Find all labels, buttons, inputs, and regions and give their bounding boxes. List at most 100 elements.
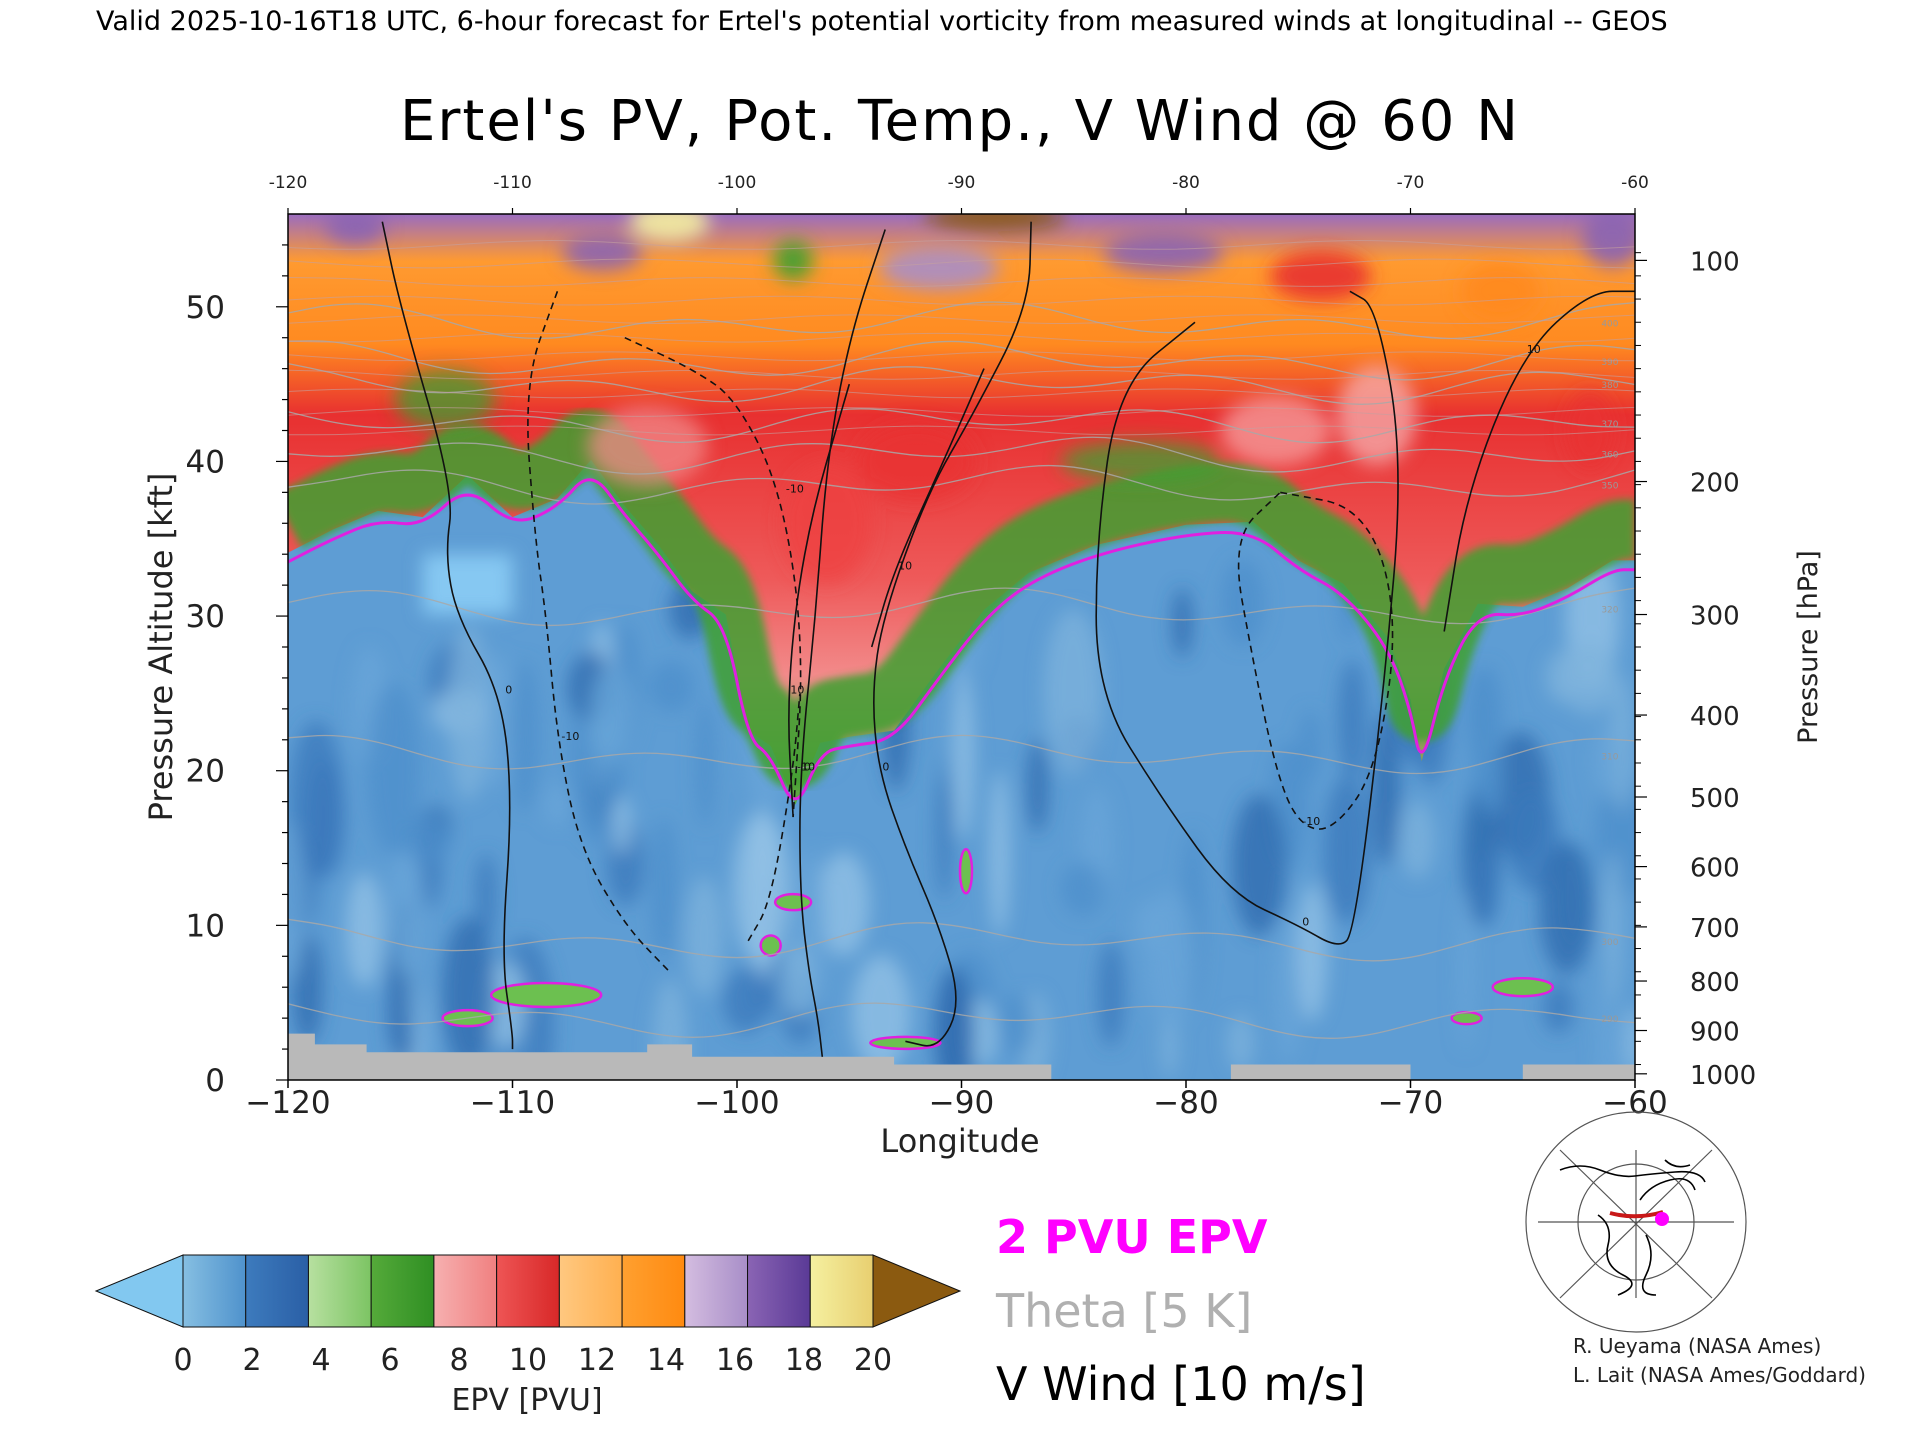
colorbar-band xyxy=(496,1254,560,1328)
inset-marker xyxy=(1655,1212,1669,1226)
x-tick-label: −70 xyxy=(1378,1085,1443,1121)
theta-contour-label: 310 xyxy=(1601,752,1618,762)
v-wind-contour-label: 10 xyxy=(898,560,912,573)
colorbar-tick-label: 0 xyxy=(173,1343,192,1378)
stratosphere-texture xyxy=(325,214,1635,584)
theta-contour xyxy=(288,388,1635,399)
v-wind-contour-label: 10 xyxy=(1527,343,1541,356)
theta-contour xyxy=(288,734,1635,775)
colorbar-band xyxy=(684,1254,749,1328)
x-axis-label: Longitude xyxy=(880,1122,1039,1160)
y-axis-left: 0 10 20 30 40 50 xyxy=(186,244,288,1099)
colorbar-tick-label: 14 xyxy=(647,1343,685,1378)
colorbar-band xyxy=(245,1254,309,1328)
colorbar-band xyxy=(370,1254,435,1328)
pv-anomaly xyxy=(759,934,782,957)
colorbar-band xyxy=(747,1254,811,1328)
colorbar-tick-label: 16 xyxy=(716,1343,754,1378)
pressure-tick-label: 900 xyxy=(1690,1018,1740,1048)
pv-green-band xyxy=(288,409,1635,788)
theta-contour xyxy=(288,408,1635,444)
colorbar-band xyxy=(558,1254,623,1328)
x-tick-label: −90 xyxy=(929,1085,994,1121)
legend-theta: Theta [5 K] xyxy=(995,1284,1252,1338)
colorbar-tick-label: 8 xyxy=(449,1343,468,1378)
y-axis-label-left: Pressure Altitude [kft] xyxy=(142,473,180,822)
theta-contour xyxy=(288,340,1635,381)
plot-area: 400 390 380 370 360 350 320 310 300 290 0 0 0 0 10 10 1… xyxy=(288,214,1635,1080)
theta-contour xyxy=(288,1002,1635,1039)
theta-contour xyxy=(288,362,1635,405)
x-top-tick-label: -100 xyxy=(718,173,757,193)
v-wind-contour xyxy=(527,291,671,973)
y-tick-label: 0 xyxy=(205,1063,225,1099)
theta-contour xyxy=(288,314,1635,325)
theta-contour xyxy=(288,406,1635,417)
colorbar-tick-label: 20 xyxy=(854,1343,892,1378)
pv-anomaly xyxy=(1491,976,1554,998)
theta-contour xyxy=(288,277,1635,287)
v-wind-contour xyxy=(870,368,985,648)
colorbar-band xyxy=(307,1254,372,1328)
theta-contour-label: 300 xyxy=(1601,938,1618,948)
v-wind-contour xyxy=(747,693,801,942)
y-tick-label: 10 xyxy=(186,908,225,944)
colorbar-under-arrow xyxy=(94,1254,184,1328)
x-tick-label: −120 xyxy=(245,1085,330,1121)
pressure-tick-label: 200 xyxy=(1690,469,1740,499)
credit-line-1: R. Ueyama (NASA Ames) xyxy=(1573,1334,1821,1358)
theta-contour-label: 380 xyxy=(1601,381,1618,391)
v-wind-contour xyxy=(1443,290,1635,632)
x-tick-label: −80 xyxy=(1153,1085,1218,1121)
theta-contour xyxy=(288,240,1635,250)
pressure-tick-label: 500 xyxy=(1690,784,1740,814)
v-wind-contour xyxy=(624,336,802,818)
v-wind-contour-label: 0 xyxy=(882,761,889,774)
theta-contour xyxy=(288,301,1635,340)
theta-contour xyxy=(288,332,1635,343)
pv-anomaly xyxy=(958,847,974,895)
x-top-tick-label: -80 xyxy=(1172,173,1200,193)
v-wind-contours: 0 0 0 0 10 10 10 -10 -10 -10 -10 xyxy=(381,221,1635,1057)
v-wind-contour xyxy=(799,229,886,1057)
chart-title: Ertel's PV, Pot. Temp., V Wind @ 60 N xyxy=(400,89,1520,154)
theta-contour xyxy=(288,436,1635,475)
v-wind-contour xyxy=(381,221,514,1050)
x-top-tick-label: -60 xyxy=(1621,173,1649,193)
legend-vwind: V Wind [10 m/s] xyxy=(996,1357,1366,1411)
x-top-tick-label: -90 xyxy=(948,173,976,193)
pressure-tick-label: 800 xyxy=(1690,968,1740,998)
x-tick-label: −60 xyxy=(1602,1085,1667,1121)
theta-contour-label: 320 xyxy=(1601,605,1618,615)
theta-contour-label: 350 xyxy=(1601,482,1618,492)
x-top-tick-label: -120 xyxy=(269,173,308,193)
v-wind-contour xyxy=(1095,290,1399,945)
pressure-tick-label: 100 xyxy=(1690,247,1740,277)
v-wind-contour xyxy=(788,383,851,818)
v-wind-contour-label: 0 xyxy=(505,683,512,696)
colorbar-band xyxy=(182,1254,247,1328)
ground-mask xyxy=(288,1033,1635,1080)
theta-contour-label: 390 xyxy=(1601,358,1618,368)
theta-contour-label: 370 xyxy=(1601,420,1618,430)
theta-contour xyxy=(288,351,1635,362)
x-axis-top: -120 -110 -100 -90 -80 -70 -60 xyxy=(269,173,1649,214)
colorbar-band xyxy=(433,1254,498,1328)
x-top-tick-label: -70 xyxy=(1397,173,1425,193)
colorbar-tick-label: 2 xyxy=(242,1343,261,1378)
pv-anomaly xyxy=(869,1035,942,1051)
inset-coastlines xyxy=(1559,1159,1706,1296)
valid-time-header: Valid 2025-10-16T18 UTC, 6-hour forecast… xyxy=(96,6,1668,37)
pressure-tick-label: 700 xyxy=(1690,914,1740,944)
colorbar-band xyxy=(621,1254,686,1328)
colorbar-tick-label: 12 xyxy=(578,1343,616,1378)
epv-colorbar: 0 2 4 6 8 10 12 14 16 18 20 xyxy=(94,1254,962,1378)
y-axis-label-right: Pressure [hPa] xyxy=(1793,550,1824,744)
v-wind-contour-label: -10 xyxy=(1302,815,1320,828)
v-wind-contour xyxy=(1237,491,1394,830)
theta-contour xyxy=(288,464,1635,505)
pressure-tick-label: 600 xyxy=(1690,854,1740,884)
v-wind-contour-label: 0 xyxy=(804,761,811,774)
v-wind-contour xyxy=(873,221,1032,1047)
